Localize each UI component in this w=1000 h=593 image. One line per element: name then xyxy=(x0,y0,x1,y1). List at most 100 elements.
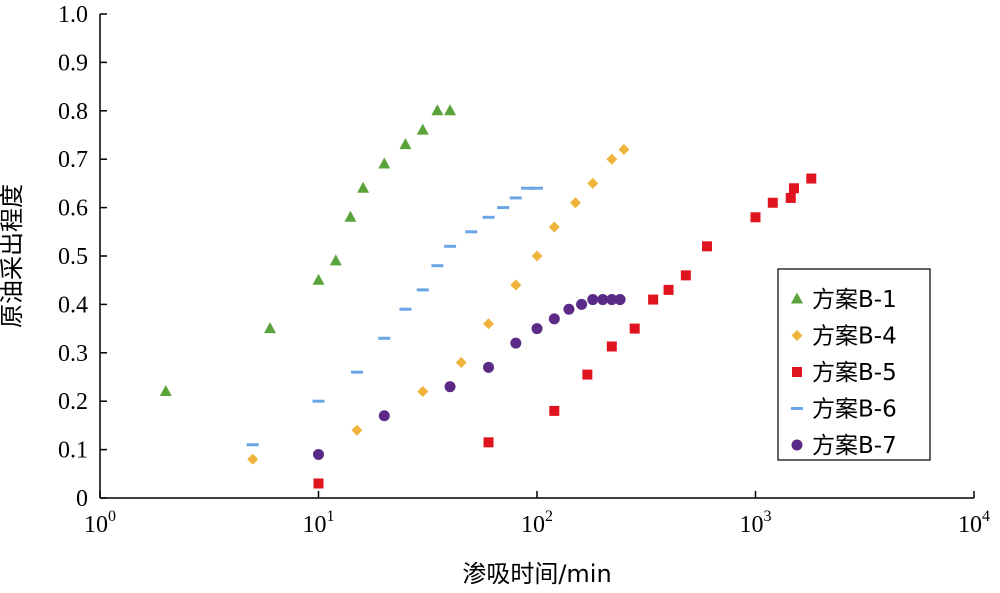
data-point xyxy=(618,144,630,156)
data-point xyxy=(569,197,581,209)
data-point xyxy=(344,210,357,222)
data-point xyxy=(510,337,522,349)
data-point xyxy=(521,186,534,190)
legend: 方案B-1 方案B-4 方案B-5 方案B-6 方案B-7 xyxy=(777,268,931,461)
data-point xyxy=(312,273,325,285)
y-axis-title: 原油采出程度 xyxy=(0,184,26,328)
series-方案B-7 xyxy=(313,294,626,460)
data-point xyxy=(582,369,593,380)
data-point xyxy=(351,424,363,436)
data-point xyxy=(465,230,478,234)
data-point xyxy=(548,313,560,325)
data-point xyxy=(663,284,674,295)
data-point xyxy=(483,318,495,330)
data-point xyxy=(455,356,467,368)
x-tick-base: 10 xyxy=(958,512,982,538)
x-ticks: 100 101 102 103 104 xyxy=(84,491,990,538)
data-point xyxy=(531,323,543,335)
data-point xyxy=(350,370,363,374)
data-point xyxy=(159,385,172,397)
y-tick-label: 0.7 xyxy=(58,147,88,173)
y-tick-label: 0.5 xyxy=(58,244,88,270)
data-point xyxy=(509,196,522,200)
x-tick-base: 10 xyxy=(521,512,545,538)
data-point xyxy=(378,410,390,422)
y-ticks: 0 0.1 0.2 0.3 0.4 0.5 0.6 0.7 0.8 0.9 1.0 xyxy=(58,2,107,512)
data-point xyxy=(614,294,626,306)
data-point xyxy=(313,448,324,460)
legend-box xyxy=(777,268,931,461)
legend-items: 方案B-1 方案B-4 方案B-5 方案B-6 方案B-7 xyxy=(791,287,897,459)
data-point xyxy=(576,298,588,310)
series-layer xyxy=(159,104,817,489)
data-point xyxy=(264,322,277,334)
x-tick-exponent: 4 xyxy=(982,508,990,525)
data-point xyxy=(702,241,713,252)
legend-label: 方案B-5 xyxy=(812,360,897,386)
data-point xyxy=(246,443,259,447)
y-tick-label: 0.6 xyxy=(58,196,88,222)
x-tick-label: 101 xyxy=(303,508,335,538)
y-tick-label: 0 xyxy=(76,486,88,512)
data-point xyxy=(629,323,640,334)
series-方案B-1 xyxy=(159,104,457,397)
legend-label: 方案B-1 xyxy=(812,287,897,313)
legend-marker xyxy=(791,439,803,451)
x-tick-label: 100 xyxy=(84,508,116,538)
data-point xyxy=(606,294,618,306)
legend-label: 方案B-7 xyxy=(812,433,897,459)
data-point xyxy=(399,138,412,150)
data-point xyxy=(482,215,495,219)
data-point xyxy=(806,173,817,184)
data-point xyxy=(444,381,456,393)
data-point xyxy=(247,453,259,465)
data-point xyxy=(531,186,543,190)
legend-label: 方案B-4 xyxy=(812,324,897,350)
series-方案B-4 xyxy=(247,144,630,465)
x-tick-base: 10 xyxy=(84,512,108,538)
data-point xyxy=(785,192,796,203)
data-point xyxy=(788,183,799,194)
y-tick-label: 0.8 xyxy=(58,99,88,125)
data-point xyxy=(312,399,325,403)
data-point xyxy=(444,244,457,248)
data-point xyxy=(587,294,599,306)
x-tick-exponent: 0 xyxy=(108,508,116,525)
x-tick-label: 104 xyxy=(958,508,990,538)
data-point xyxy=(483,437,494,448)
x-tick-label: 102 xyxy=(521,508,553,538)
data-point xyxy=(483,361,495,373)
data-point xyxy=(431,264,444,268)
data-point xyxy=(750,212,761,223)
x-tick-base: 10 xyxy=(740,512,764,538)
x-axis-title: 渗吸时间/min xyxy=(462,560,611,588)
data-point xyxy=(431,104,444,116)
data-point xyxy=(606,153,618,165)
data-point xyxy=(497,206,510,210)
data-point xyxy=(587,177,599,189)
series-方案B-5 xyxy=(313,173,817,489)
legend-marker xyxy=(792,367,802,377)
legend-marker xyxy=(791,292,803,304)
y-tick-label: 0.1 xyxy=(58,438,88,464)
data-point xyxy=(444,104,457,116)
data-point xyxy=(357,181,370,193)
x-tick-exponent: 2 xyxy=(545,508,553,525)
y-tick-label: 1.0 xyxy=(58,2,88,28)
data-point xyxy=(767,197,778,208)
series-方案B-6 xyxy=(246,186,543,447)
data-point xyxy=(648,294,659,305)
legend-label: 方案B-6 xyxy=(812,397,897,423)
data-point xyxy=(329,254,342,266)
data-point xyxy=(531,250,543,262)
x-tick-label: 103 xyxy=(740,508,772,538)
data-point xyxy=(378,336,391,340)
x-tick-base: 10 xyxy=(303,512,327,538)
y-tick-label: 0.2 xyxy=(58,389,88,415)
x-tick-exponent: 1 xyxy=(327,508,335,525)
data-point xyxy=(313,478,324,489)
data-point xyxy=(606,341,617,352)
data-point xyxy=(378,157,391,169)
data-point xyxy=(399,307,412,311)
